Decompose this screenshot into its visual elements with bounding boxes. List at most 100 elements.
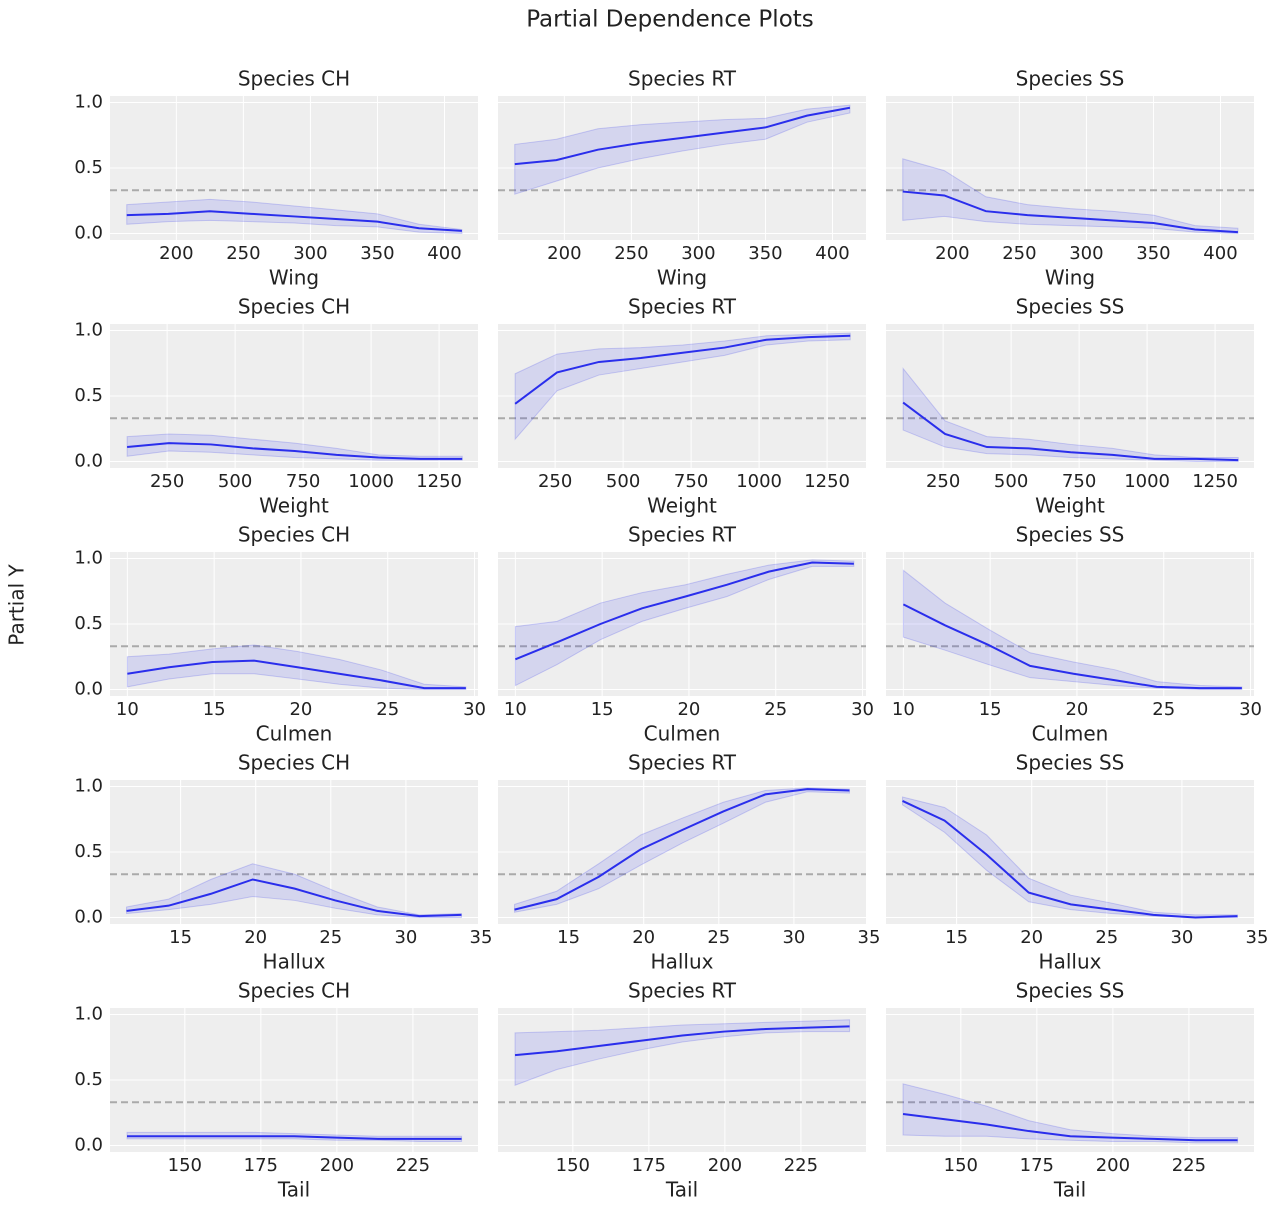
mean-line [902, 603, 1242, 690]
x-tick-label: 15 [557, 927, 580, 948]
x-tick-label: 1250 [416, 471, 462, 492]
x-tick-label: 400 [815, 243, 849, 264]
x-tick-label: 175 [632, 1155, 666, 1176]
subplot-title: Species SS [1016, 751, 1125, 775]
x-axis-label: Hallux [651, 950, 714, 974]
y-tick-label: 1.0 [74, 776, 103, 797]
subplot-title: Species RT [628, 295, 737, 319]
x-axis-label: Tail [1053, 1178, 1086, 1202]
x-tick-label: 250 [1002, 243, 1036, 264]
y-tick-label: 0.5 [74, 1069, 103, 1090]
x-tick-label: 175 [244, 1155, 278, 1176]
y-tick-label: 1.0 [74, 320, 103, 341]
x-tick-label: 150 [556, 1155, 590, 1176]
x-tick-label: 250 [226, 243, 260, 264]
x-tick-label: 750 [286, 471, 320, 492]
subplot-title: Species CH [238, 295, 350, 319]
x-tick-label: 400 [427, 243, 461, 264]
x-tick-label: 400 [1203, 243, 1237, 264]
uncertainty-band [514, 332, 851, 441]
y-tick-label: 1.0 [74, 92, 103, 113]
x-axis-label: Weight [1035, 494, 1105, 518]
x-axis-label: Weight [259, 494, 329, 518]
x-tick-label: 10 [116, 699, 139, 720]
subplot-title: Species SS [1016, 979, 1125, 1003]
mean-line [514, 1025, 850, 1057]
x-tick-label: 300 [293, 243, 327, 264]
x-tick-label: 35 [858, 927, 881, 948]
x-tick-label: 30 [1239, 699, 1262, 720]
mean-line [514, 334, 851, 405]
mean-line [514, 788, 850, 911]
x-tick-label: 300 [681, 243, 715, 264]
subplot-title: Species CH [238, 751, 350, 775]
x-tick-label: 225 [396, 1155, 430, 1176]
x-tick-label: 300 [1069, 243, 1103, 264]
subplot-title: Species RT [628, 751, 737, 775]
mean-line [126, 210, 462, 232]
x-tick-label: 1000 [1124, 471, 1170, 492]
y-axis-label: Partial Y [5, 564, 29, 646]
uncertainty-band [902, 367, 1239, 462]
x-tick-label: 25 [1152, 699, 1175, 720]
mean-line [127, 1135, 462, 1140]
subplot-title: Species RT [628, 523, 737, 547]
x-tick-label: 250 [538, 471, 572, 492]
x-tick-label: 15 [203, 699, 226, 720]
uncertainty-band [514, 1019, 851, 1086]
y-tick-label: 0.5 [74, 157, 103, 178]
x-axis-label: Culmen [256, 722, 333, 746]
y-tick-label: 0.5 [74, 613, 103, 634]
subplot-title: Species SS [1016, 295, 1125, 319]
mean-line [514, 106, 851, 166]
x-tick-label: 200 [935, 243, 969, 264]
x-axis-label: Wing [1045, 266, 1095, 290]
y-tick-label: 0.0 [74, 222, 103, 243]
y-tick-label: 0.0 [74, 906, 103, 927]
x-tick-label: 750 [1062, 471, 1096, 492]
x-tick-label: 35 [470, 927, 493, 948]
x-tick-label: 150 [168, 1155, 202, 1176]
x-tick-label: 750 [674, 471, 708, 492]
y-tick-label: 0.0 [74, 678, 103, 699]
x-tick-label: 200 [708, 1155, 742, 1176]
x-tick-label: 25 [707, 927, 730, 948]
x-axis-label: Tail [277, 1178, 310, 1202]
x-tick-label: 25 [764, 699, 787, 720]
x-axis-label: Tail [665, 1178, 698, 1202]
x-tick-label: 200 [320, 1155, 354, 1176]
x-tick-label: 10 [892, 699, 915, 720]
x-tick-label: 25 [319, 927, 342, 948]
subplot-title: Species CH [238, 67, 350, 91]
x-tick-label: 350 [748, 243, 782, 264]
x-tick-label: 20 [677, 699, 700, 720]
x-tick-label: 250 [150, 471, 184, 492]
x-axis-label: Culmen [644, 722, 721, 746]
x-tick-label: 150 [944, 1155, 978, 1176]
y-tick-label: 1.0 [74, 1004, 103, 1025]
x-tick-label: 500 [606, 471, 640, 492]
x-tick-label: 1250 [804, 471, 850, 492]
x-tick-label: 35 [1246, 927, 1269, 948]
x-tick-label: 20 [289, 699, 312, 720]
x-tick-label: 250 [926, 471, 960, 492]
subplot-title: Species CH [238, 523, 350, 547]
subplot-title: Species RT [628, 67, 737, 91]
x-tick-label: 175 [1020, 1155, 1054, 1176]
x-tick-label: 15 [169, 927, 192, 948]
y-tick-label: 0.5 [74, 841, 103, 862]
y-tick-label: 0.0 [74, 1134, 103, 1155]
uncertainty-band [902, 796, 1238, 918]
x-tick-label: 30 [851, 699, 874, 720]
x-tick-label: 20 [632, 927, 655, 948]
x-tick-label: 250 [614, 243, 648, 264]
mean-line [902, 401, 1239, 462]
x-tick-label: 20 [1020, 927, 1043, 948]
x-tick-label: 350 [360, 243, 394, 264]
x-tick-label: 20 [1065, 699, 1088, 720]
x-tick-label: 225 [784, 1155, 818, 1176]
x-axis-label: Wing [657, 266, 707, 290]
mean-line [127, 442, 463, 460]
uncertainty-band [902, 1083, 1239, 1144]
